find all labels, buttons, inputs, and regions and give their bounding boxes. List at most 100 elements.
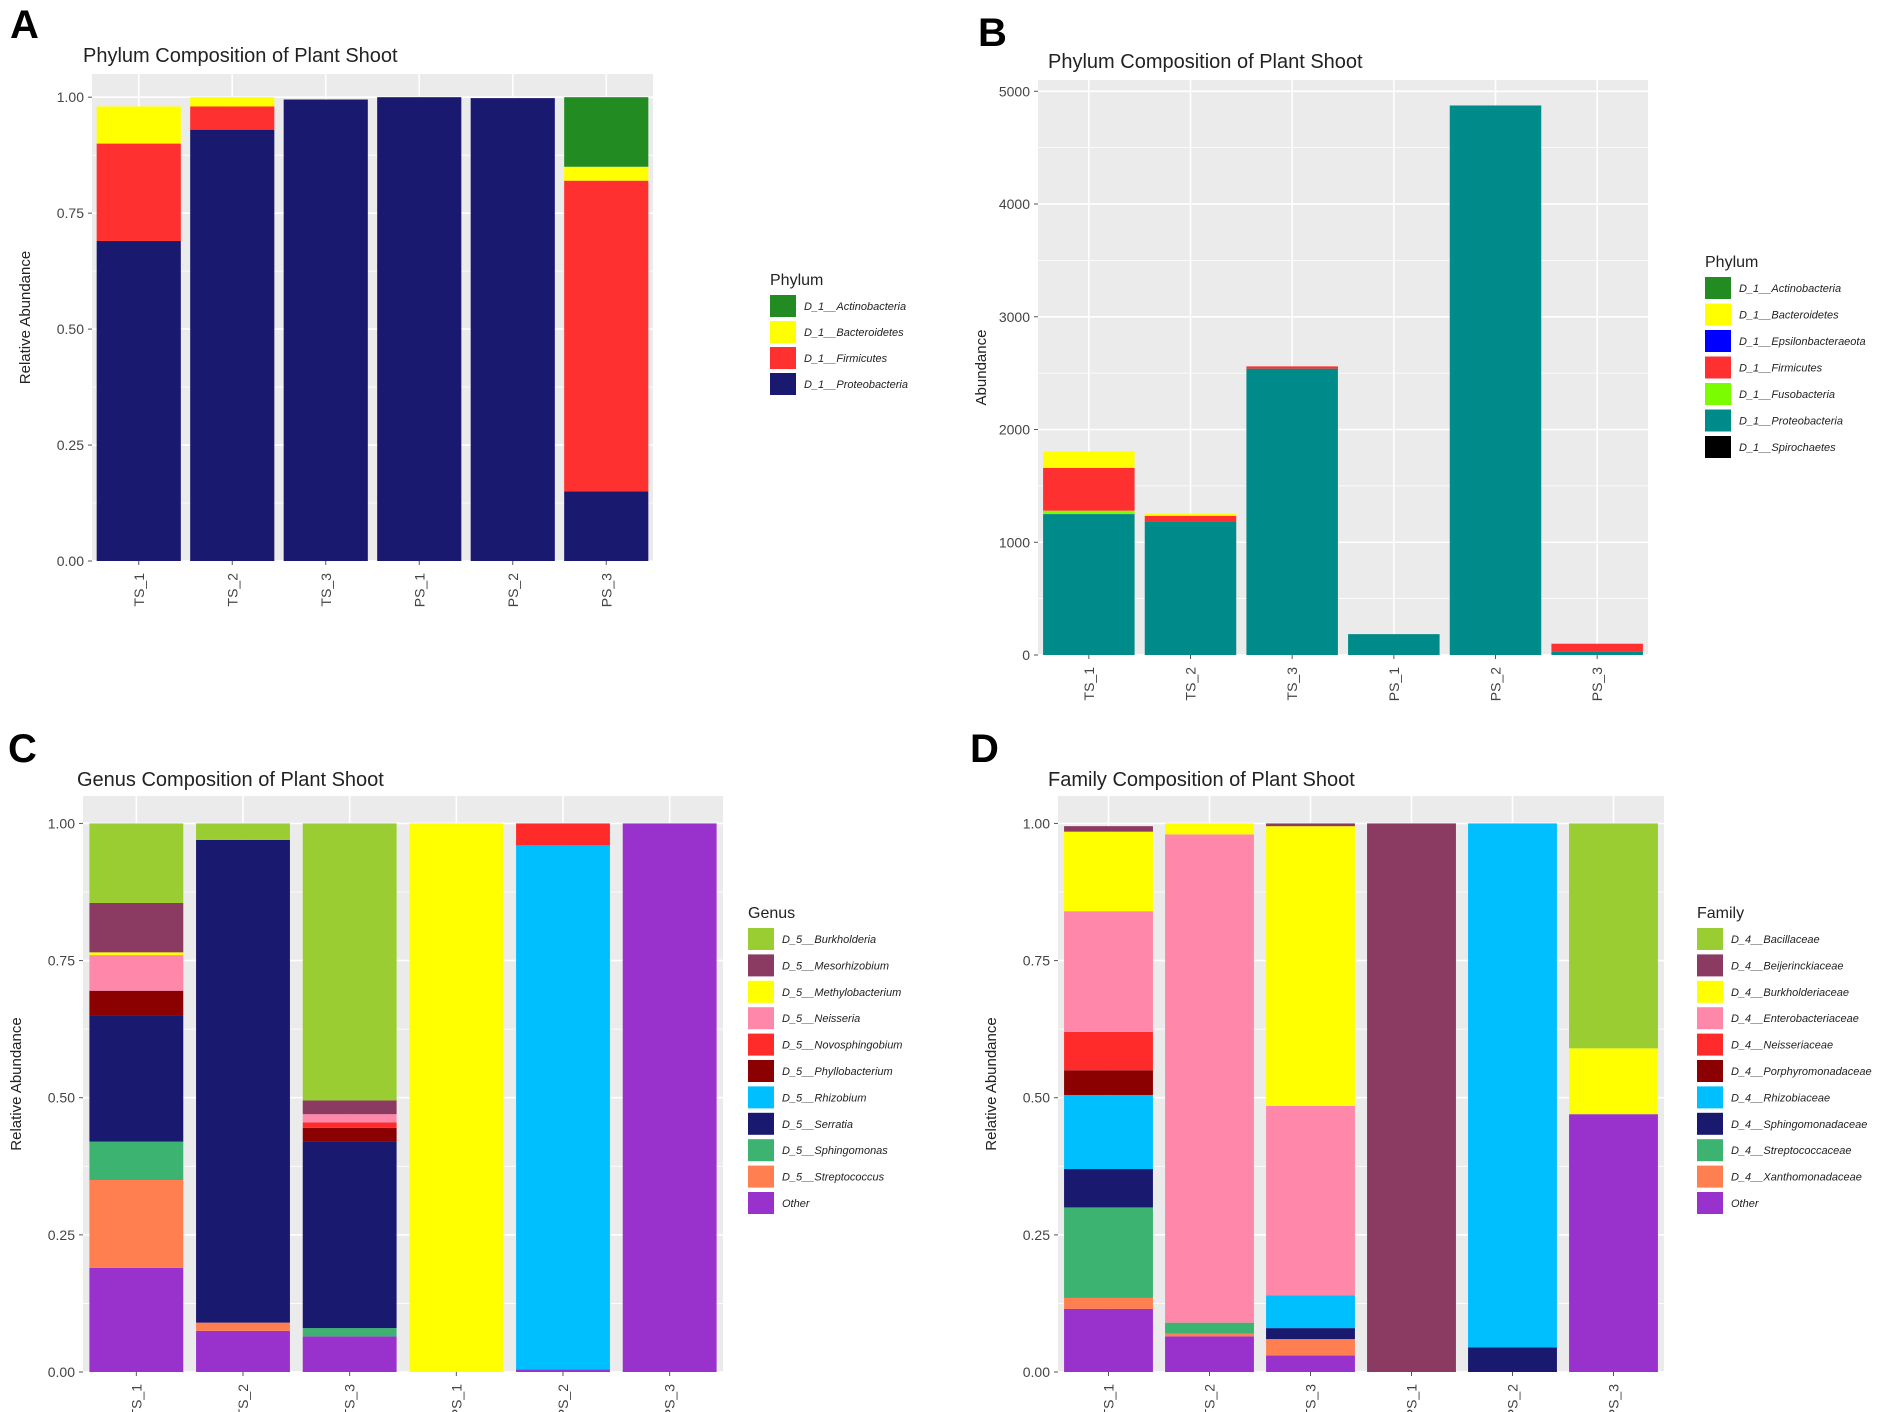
bar-segment <box>1246 366 1338 369</box>
legend-label: D_5__Methylobacterium <box>782 987 901 999</box>
legend-swatch <box>1705 409 1731 432</box>
legend-swatch <box>1705 436 1731 458</box>
chart-title: Phylum Composition of Plant Shoot <box>83 45 398 67</box>
y-tick-label: 3000 <box>999 309 1030 325</box>
y-tick-label: 2000 <box>999 422 1030 438</box>
x-tick-label: PS_1 <box>448 1384 464 1412</box>
legend-label: D_5__Burkholderia <box>782 934 876 946</box>
bar-segment <box>1266 826 1355 1106</box>
bar-segment <box>302 1100 397 1115</box>
y-tick-label: 4000 <box>999 196 1030 212</box>
x-tick-label: TS_1 <box>1081 667 1097 701</box>
bar-segment <box>516 1369 610 1372</box>
legend-label: Other <box>782 1198 811 1210</box>
bar-segment <box>564 97 649 167</box>
panel-letter: A <box>10 3 39 47</box>
legend-swatch <box>748 1112 774 1135</box>
y-tick-label: 0.50 <box>57 321 84 337</box>
legend-swatch <box>1705 277 1731 299</box>
y-tick-label: 0.00 <box>1023 1364 1050 1380</box>
legend-label: D_1__Bacteroidetes <box>1739 310 1839 322</box>
bar-segment <box>1064 1169 1153 1208</box>
legend-swatch <box>1705 303 1731 326</box>
bar-segment <box>564 166 649 181</box>
legend-label: D_1__Firmicutes <box>1739 363 1823 375</box>
bar-segment <box>1043 451 1135 468</box>
legend-label: D_4__Enterobacteriaceae <box>1731 1013 1859 1025</box>
legend-swatch <box>748 928 774 950</box>
legend-swatch <box>1697 1007 1723 1030</box>
y-tick-label: 5000 <box>999 83 1030 99</box>
legend-label: Other <box>1731 1198 1760 1210</box>
legend-label: D_1__Proteobacteria <box>804 379 908 391</box>
x-tick-label: PS_3 <box>662 1384 678 1412</box>
legend: Phylum D_1__Actinobacteria D_1__Bacteroide… <box>1705 254 1866 458</box>
bar-segment <box>302 1336 397 1372</box>
x-tick-label: PS_3 <box>1606 1384 1622 1412</box>
legend-label: D_4__Burkholderiaceae <box>1731 987 1849 999</box>
bar-segment <box>1144 515 1237 522</box>
legend-label: D_4__Bacillaceae <box>1731 934 1820 946</box>
bar-segment <box>96 143 181 241</box>
bar-segment <box>1043 514 1135 655</box>
legend-swatch <box>1705 330 1731 352</box>
legend-label: D_4__Beijerinckiaceae <box>1731 960 1844 972</box>
bar-segment <box>89 952 184 956</box>
legend-swatch <box>1697 954 1723 977</box>
legend: Genus D_5__Burkholderia D_5__Mesorhizobium… <box>748 905 902 1214</box>
bar-segment <box>1569 823 1658 1049</box>
legend-label: D_5__Novosphingobium <box>782 1040 902 1052</box>
x-tick-label: TS_2 <box>224 573 240 607</box>
x-tick-label: TS_2 <box>235 1384 251 1412</box>
y-tick-label: 0.50 <box>48 1090 75 1106</box>
bar-segment <box>89 1141 184 1180</box>
bar-segment <box>283 99 368 561</box>
legend-swatch <box>748 1060 774 1082</box>
x-tick-label: PS_1 <box>1404 1384 1420 1412</box>
bar-segment <box>1165 1333 1254 1337</box>
bar-segment <box>190 106 275 130</box>
y-tick-label: 1.00 <box>48 815 75 831</box>
chart-title: Genus Composition of Plant Shoot <box>77 769 384 791</box>
y-axis-label: Relative Abundance <box>17 251 34 384</box>
legend-title: Phylum <box>1705 254 1758 271</box>
y-tick-label: 0.50 <box>1023 1090 1050 1106</box>
legend-label: D_4__Porphyromonadaceae <box>1731 1066 1872 1078</box>
chart-panel-a: A Phylum Composition of Plant Shoot 0.00 0.… <box>10 3 908 607</box>
plot-background <box>1038 80 1648 655</box>
y-tick-label: 0.75 <box>48 953 75 969</box>
x-tick-label: TS_3 <box>1284 667 1300 701</box>
bar-segment <box>622 823 717 1372</box>
bar-segment <box>1043 467 1135 511</box>
bar-segment <box>377 97 462 561</box>
bar-segment <box>196 839 290 1323</box>
legend-swatch <box>748 1192 774 1214</box>
legend-label: D_1__Spirochaetes <box>1739 442 1836 454</box>
bar-segment <box>89 1267 184 1372</box>
legend-label: D_5__Mesorhizobium <box>782 960 889 972</box>
bar-segment <box>196 1322 290 1331</box>
bar-segment <box>1165 823 1254 835</box>
bar-segment <box>1064 1207 1153 1298</box>
legend-label: D_5__Sphingomonas <box>782 1145 888 1157</box>
legend-swatch <box>770 295 796 317</box>
chart-panel-b: B Phylum Composition of Plant Shoot 0 1000 2… <box>973 11 1866 701</box>
bar-segment <box>1266 1355 1355 1372</box>
legend-label: D_1__Firmicutes <box>804 353 888 365</box>
bar-segment <box>302 1127 397 1142</box>
bar-segment <box>1165 1336 1254 1372</box>
legend-title: Family <box>1697 905 1744 922</box>
legend-label: D_5__Phyllobacterium <box>782 1066 893 1078</box>
bar-segment <box>190 129 275 561</box>
legend-title: Phylum <box>770 272 823 289</box>
legend-label: D_5__Neisseria <box>782 1013 860 1025</box>
legend: Phylum D_1__Actinobacteria D_1__Bacteroide… <box>770 272 908 395</box>
chart-panel-d: D Family Composition of Plant Shoot 0.00 0.… <box>970 727 1872 1412</box>
legend-title: Genus <box>748 905 795 922</box>
bar-segment <box>1266 1295 1355 1329</box>
bar-segment <box>89 823 184 903</box>
bar-segment <box>89 990 184 1016</box>
bar-segment <box>516 845 610 1370</box>
chart-title: Family Composition of Plant Shoot <box>1048 769 1355 791</box>
